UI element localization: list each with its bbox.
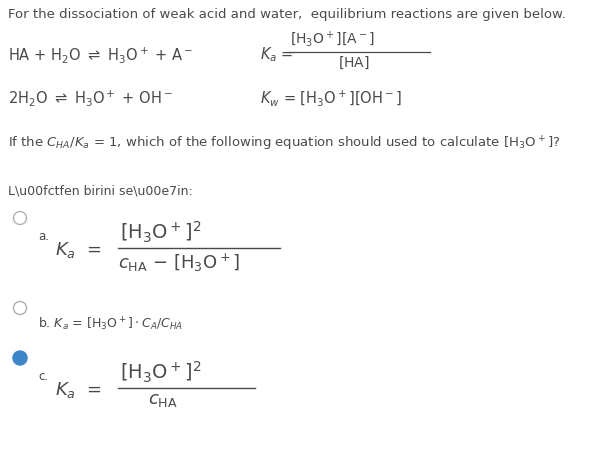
- Text: a.: a.: [38, 230, 49, 243]
- Text: 2H$_2$O $\rightleftharpoons$ H$_3$O$^+$ + OH$^-$: 2H$_2$O $\rightleftharpoons$ H$_3$O$^+$ …: [8, 88, 173, 108]
- Text: $K_a$  =: $K_a$ =: [55, 240, 101, 260]
- Text: HA + H$_2$O $\rightleftharpoons$ H$_3$O$^+$ + A$^-$: HA + H$_2$O $\rightleftharpoons$ H$_3$O$…: [8, 45, 193, 65]
- Text: $[\mathrm{H_3O^+}]^2$: $[\mathrm{H_3O^+}]^2$: [120, 220, 202, 245]
- Text: $c_{\mathrm{HA}}$: $c_{\mathrm{HA}}$: [148, 391, 178, 409]
- Text: $[\mathrm{HA}]$: $[\mathrm{HA}]$: [338, 55, 370, 71]
- Text: $K_w$ = $[\mathrm{H_3O^+}][\mathrm{OH^-}]$: $K_w$ = $[\mathrm{H_3O^+}][\mathrm{OH^-}…: [260, 88, 402, 108]
- Text: c.: c.: [38, 370, 48, 383]
- Text: $[\mathrm{H_3O^+}]^2$: $[\mathrm{H_3O^+}]^2$: [120, 360, 202, 385]
- Text: If the $C_{HA}$/$K_a$ = 1, which of the following equation should used to calcul: If the $C_{HA}$/$K_a$ = 1, which of the …: [8, 135, 560, 153]
- Circle shape: [13, 351, 27, 365]
- Text: $c_{\mathrm{HA}}$ $-$ $[\mathrm{H_3O^+}]$: $c_{\mathrm{HA}}$ $-$ $[\mathrm{H_3O^+}]…: [118, 252, 240, 275]
- Text: $[\mathrm{H_3O^+}][\mathrm{A^-}]$: $[\mathrm{H_3O^+}][\mathrm{A^-}]$: [290, 30, 375, 49]
- Text: b. $K_a$ = $[\mathrm{H_3O^+}]\cdot C_A/C_{HA}$: b. $K_a$ = $[\mathrm{H_3O^+}]\cdot C_A/C…: [38, 316, 183, 333]
- Text: For the dissociation of weak acid and water,  equilibrium reactions are given be: For the dissociation of weak acid and wa…: [8, 8, 566, 21]
- Text: L\u00fctfen birini se\u00e7in:: L\u00fctfen birini se\u00e7in:: [8, 185, 193, 198]
- Text: $K_a$  =: $K_a$ =: [55, 380, 101, 400]
- Text: $K_a$ =: $K_a$ =: [260, 45, 293, 64]
